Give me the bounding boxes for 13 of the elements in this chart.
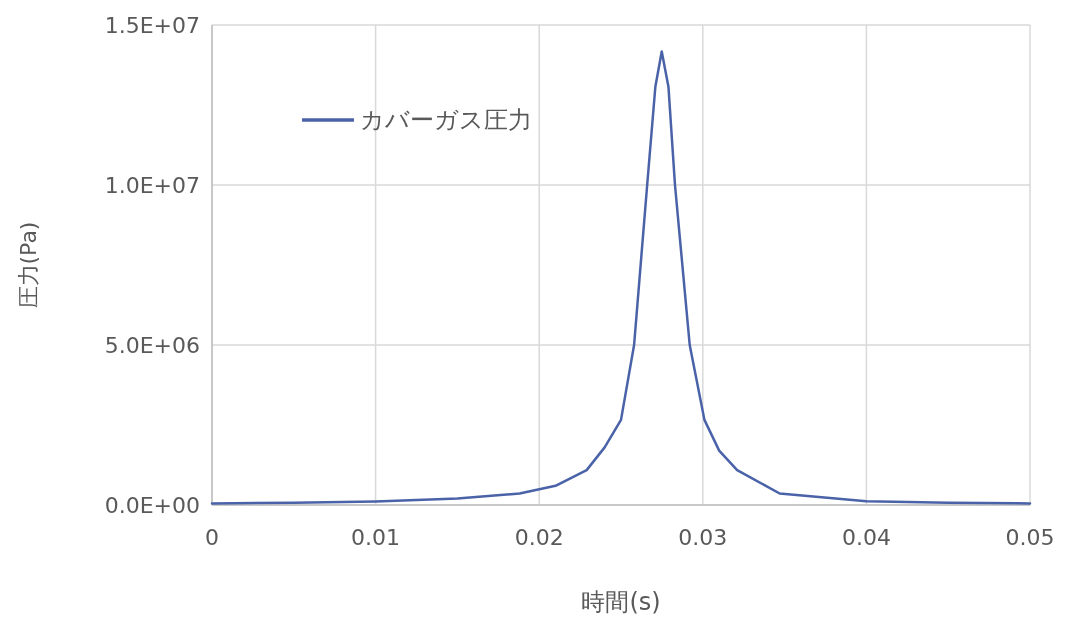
y-tick-label: 5.0E+06 (104, 332, 200, 358)
x-tick-label: 0.03 (678, 525, 728, 550)
y-axis-title: 圧力(Pa) (16, 221, 41, 309)
x-tick-label: 0.02 (514, 525, 564, 550)
x-tick-label: 0.05 (1005, 525, 1055, 550)
y-tick-label: 1.5E+07 (104, 12, 200, 38)
x-axis-title: 時間(s) (581, 588, 661, 616)
y-tick-label: 0.0E+00 (104, 492, 200, 518)
legend-label: カバーガス圧力 (360, 106, 532, 135)
x-tick-label: 0.04 (841, 525, 891, 550)
x-tick-label: 0.01 (351, 525, 401, 550)
x-tick-label: 0 (205, 525, 219, 550)
y-tick-label: 1.0E+07 (104, 172, 200, 198)
